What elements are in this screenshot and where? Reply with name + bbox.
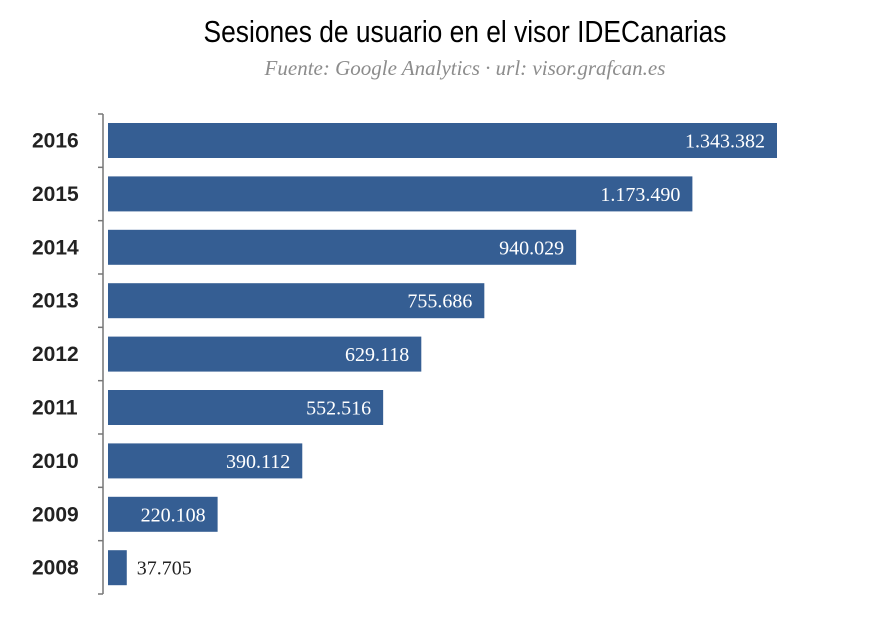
labels: 2016 1.343.382 2015 1.173.490 2014 940.029 201… <box>32 130 765 580</box>
category-label-2014: 2014 <box>32 236 79 259</box>
bar-2010 <box>108 443 303 479</box>
category-label-2012: 2012 <box>32 343 79 366</box>
value-label-2016: 1.343.382 <box>685 131 765 153</box>
category-label-2011: 2011 <box>32 397 78 420</box>
category-label-2008: 2008 <box>32 557 79 580</box>
category-label-2015: 2015 <box>32 183 79 206</box>
value-label-2010: 390.112 <box>226 451 290 473</box>
bar-2012 <box>108 336 422 372</box>
chart-subtitle: Fuente: Google Analytics · url: visor.gr… <box>264 56 666 80</box>
bar-2015 <box>108 176 693 212</box>
bar-2013 <box>108 283 485 319</box>
bar-2011 <box>108 390 384 425</box>
y-axis <box>98 113 104 595</box>
value-label-2015: 1.173.490 <box>600 184 680 206</box>
category-label-2013: 2013 <box>32 290 79 313</box>
value-label-2008: 37.705 <box>137 558 192 580</box>
category-label-2009: 2009 <box>32 503 79 526</box>
bar-2009 <box>108 496 218 532</box>
bar-2016 <box>108 123 777 158</box>
category-label-2010: 2010 <box>32 450 79 473</box>
value-label-2013: 755.686 <box>407 291 472 313</box>
bar-2014 <box>108 229 577 265</box>
value-label-2009: 220.108 <box>141 504 206 526</box>
bars <box>108 123 777 586</box>
bar-2008 <box>108 550 127 586</box>
value-label-2012: 629.118 <box>345 344 409 366</box>
value-label-2014: 940.029 <box>499 237 564 259</box>
category-label-2016: 2016 <box>32 130 79 153</box>
value-label-2011: 552.516 <box>306 398 371 420</box>
chart-title: Sesiones de usuario en el visor IDECanar… <box>203 14 727 49</box>
